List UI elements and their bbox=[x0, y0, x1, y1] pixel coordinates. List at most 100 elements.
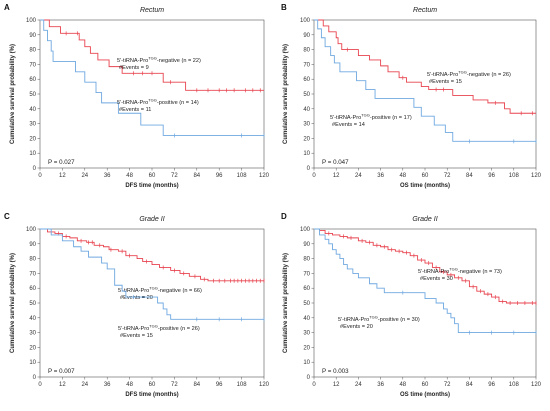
x-tick-label: 108 bbox=[237, 382, 248, 388]
series-label-prefix: 5'-tiRNA-Pro bbox=[118, 326, 149, 332]
panel-letter: D bbox=[281, 212, 287, 221]
y-tick-label: 70 bbox=[303, 62, 310, 68]
x-tick-label: 12 bbox=[59, 173, 66, 179]
series-label-superscript: TGG bbox=[149, 286, 158, 291]
x-tick-label: 60 bbox=[422, 173, 429, 179]
y-tick-label: 10 bbox=[29, 151, 36, 157]
x-tick-label: 36 bbox=[104, 173, 111, 179]
y-tick-label: 100 bbox=[26, 227, 37, 233]
y-tick-label: 90 bbox=[29, 33, 36, 39]
x-axis-label: OS time (months) bbox=[400, 183, 450, 189]
y-tick-label: 0 bbox=[307, 166, 311, 172]
x-tick-label: 120 bbox=[259, 382, 270, 388]
series-label-prefix: 5'-tiRNA-Pro bbox=[427, 72, 458, 78]
panel-letter: C bbox=[4, 212, 10, 221]
x-tick-label: 108 bbox=[237, 173, 248, 179]
panel-title: Grade II bbox=[139, 216, 164, 223]
y-tick-label: 20 bbox=[29, 345, 36, 351]
series-label-superscript: TGG bbox=[369, 315, 378, 320]
panel-letter: A bbox=[4, 3, 10, 12]
x-tick-label: 60 bbox=[149, 173, 156, 179]
x-tick-label: 12 bbox=[333, 382, 340, 388]
x-axis-label: DFS time (months) bbox=[125, 392, 178, 398]
x-tick-label: 108 bbox=[509, 173, 520, 179]
x-tick-label: 84 bbox=[193, 173, 200, 179]
p-value: P = 0.027 bbox=[48, 159, 75, 166]
y-tick-label: 100 bbox=[300, 18, 311, 24]
x-tick-label: 120 bbox=[531, 382, 542, 388]
y-tick-label: 80 bbox=[29, 48, 36, 54]
panel-d: D Grade II 0 10 20 30 40 50 60 70 80 90 100 0 12 24 36 48… bbox=[281, 212, 542, 398]
y-tick-label: 60 bbox=[303, 77, 310, 83]
series-label-superscript: TGG bbox=[361, 113, 370, 118]
x-tick-label: 72 bbox=[171, 173, 178, 179]
panel-title: Grade II bbox=[412, 216, 437, 223]
km-curve-negative bbox=[40, 19, 264, 91]
series-label-prefix: 5'-tiRNA-Pro bbox=[338, 317, 369, 323]
series-label-suffix: -positive (n = 17) bbox=[370, 115, 412, 121]
x-tick-label: 0 bbox=[38, 173, 42, 179]
km-curve-negative bbox=[40, 228, 264, 282]
x-tick-label: 96 bbox=[488, 382, 495, 388]
x-tick-label: 48 bbox=[126, 173, 133, 179]
series-label-suffix: -negative (n = 66) bbox=[158, 288, 202, 294]
plot-frame bbox=[39, 19, 265, 169]
y-tick-label: 80 bbox=[29, 257, 36, 263]
series-label-suffix: -positive (n = 14) bbox=[157, 100, 199, 106]
series-label-prefix: 5'-tiRNA-Pro bbox=[117, 100, 148, 106]
y-tick-label: 80 bbox=[303, 48, 310, 54]
x-tick-label: 72 bbox=[171, 382, 178, 388]
x-tick-label: 108 bbox=[509, 382, 520, 388]
p-value: P = 0.007 bbox=[48, 368, 75, 375]
x-tick-label: 36 bbox=[377, 382, 384, 388]
events-label-negative: #Events = 15 bbox=[429, 79, 462, 85]
series-label-suffix: -negative (n = 22) bbox=[157, 58, 201, 64]
x-tick-label: 0 bbox=[38, 382, 42, 388]
x-tick-label: 48 bbox=[126, 382, 133, 388]
x-tick-label: 24 bbox=[355, 173, 362, 179]
y-tick-label: 30 bbox=[29, 331, 36, 337]
y-tick-label: 60 bbox=[29, 286, 36, 292]
x-tick-label: 96 bbox=[488, 173, 495, 179]
series-label-prefix: 5'-tiRNA-Pro bbox=[330, 115, 361, 121]
y-tick-label: 40 bbox=[29, 107, 36, 113]
y-tick-label: 20 bbox=[303, 345, 310, 351]
x-tick-label: 60 bbox=[149, 382, 156, 388]
x-tick-label: 84 bbox=[466, 173, 473, 179]
plot-frame bbox=[313, 19, 537, 169]
series-label-superscript: TGG bbox=[458, 70, 467, 75]
events-label-negative: #Events = 9 bbox=[119, 65, 149, 71]
y-tick-label: 90 bbox=[303, 242, 310, 248]
series-label-B-0: 5'-tiRNA-ProTGG-negative (n = 26) bbox=[427, 70, 511, 78]
x-tick-label: 96 bbox=[216, 382, 223, 388]
series-label-C-1: 5'-tiRNA-ProTGG-positive (n = 26) bbox=[118, 324, 200, 332]
y-tick-label: 90 bbox=[29, 242, 36, 248]
x-tick-label: 84 bbox=[466, 382, 473, 388]
y-axis-label: Cumulative survival probability (%) bbox=[10, 253, 16, 353]
x-tick-label: 84 bbox=[193, 382, 200, 388]
events-label-positive: #Events = 20 bbox=[340, 324, 373, 330]
y-tick-label: 70 bbox=[303, 271, 310, 277]
y-axis-label: Cumulative survival probability (%) bbox=[10, 44, 16, 144]
panel-letter: B bbox=[281, 3, 287, 12]
series-label-prefix: 5'-tiRNA-Pro bbox=[418, 269, 449, 275]
series-label-suffix: -negative (n = 73) bbox=[458, 269, 502, 275]
series-label-prefix: 5'-tiRNA-Pro bbox=[118, 288, 149, 294]
y-tick-label: 60 bbox=[29, 77, 36, 83]
x-axis-label: OS time (months) bbox=[400, 392, 450, 398]
series-label-A-0: 5'-tiRNA-ProTGG-negative (n = 22) bbox=[117, 56, 201, 64]
y-tick-label: 0 bbox=[33, 375, 37, 381]
series-label-suffix: -positive (n = 30) bbox=[378, 317, 420, 323]
y-tick-label: 40 bbox=[29, 316, 36, 322]
y-tick-label: 30 bbox=[29, 122, 36, 128]
x-tick-label: 24 bbox=[81, 382, 88, 388]
panel-b: B Rectum 0 10 20 30 40 50 60 70 80 90 100 0 12 24 36 48 60… bbox=[281, 3, 542, 189]
x-tick-label: 60 bbox=[422, 382, 429, 388]
y-tick-label: 90 bbox=[303, 33, 310, 39]
y-tick-label: 0 bbox=[307, 375, 311, 381]
y-axis-label: Cumulative survival probability (%) bbox=[283, 253, 289, 353]
x-tick-label: 24 bbox=[355, 382, 362, 388]
series-label-D-0: 5'-tiRNA-ProTGG-negative (n = 73) bbox=[418, 267, 502, 275]
